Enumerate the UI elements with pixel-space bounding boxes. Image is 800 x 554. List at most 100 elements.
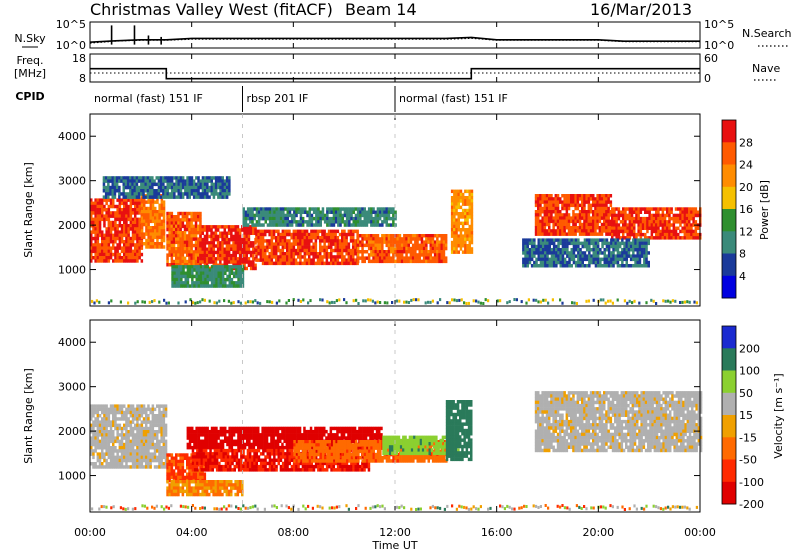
heatmap-cell-8 xyxy=(683,207,687,211)
heatmap-cell-4 xyxy=(338,245,342,250)
heatmap-cell-10 xyxy=(186,179,189,183)
heatmap-cell-11 xyxy=(596,251,600,255)
heatmap-cell-12 xyxy=(253,223,256,227)
heatmap-cell-8 xyxy=(613,216,616,221)
heatmap-cell-9 xyxy=(221,277,225,282)
heatmap-cell-0 xyxy=(118,458,122,463)
heatmap-cell-11 xyxy=(524,264,527,268)
heatmap-cell-7 xyxy=(561,216,564,220)
heatmap-cell-5 xyxy=(425,234,428,238)
heatmap-cell-0 xyxy=(101,230,104,234)
heatmap-cell-11 xyxy=(568,251,571,255)
heatmap-cell-12 xyxy=(282,207,285,211)
heatmap-cell-12 xyxy=(279,216,283,221)
heatmap-cell-9 xyxy=(173,274,176,279)
heatmap-cell-0 xyxy=(114,436,117,440)
heatmap-cell-11 xyxy=(568,254,571,258)
heatmap-cell-1 xyxy=(158,213,161,217)
heatmap-cell-7 xyxy=(592,222,595,227)
heatmap-cell-0 xyxy=(92,449,95,453)
heatmap-cell-12 xyxy=(363,210,366,214)
heatmap-cell-3 xyxy=(210,257,213,261)
heatmap-cell-9 xyxy=(191,277,194,282)
heatmap-cell-0 xyxy=(131,249,135,254)
heatmap-cell-11 xyxy=(544,264,547,268)
heatmap-cell-12 xyxy=(339,210,342,214)
heatmap-cell-6 xyxy=(464,202,467,206)
heatmap-cell-8 xyxy=(635,216,638,221)
heatmap-cell-0 xyxy=(123,243,126,247)
heatmap-cell-4 xyxy=(321,261,324,266)
heatmap-cell-9 xyxy=(195,277,198,282)
heatmap-cell-4 xyxy=(255,239,258,243)
heatmap-cell-3 xyxy=(225,257,229,261)
heatmap-cell-12 xyxy=(385,223,388,227)
heatmap-cell-1 xyxy=(143,235,146,240)
heatmap-cell-11 xyxy=(605,238,609,242)
heatmap-cell-4 xyxy=(259,252,263,256)
heatmap-cell-7 xyxy=(596,222,599,227)
heatmap-cell-5 xyxy=(372,237,375,241)
heatmap-cell-4 xyxy=(338,239,342,243)
heatmap-cell-10 xyxy=(181,179,185,183)
heatmap-cell-5 xyxy=(372,240,375,244)
heatmap-cell-0 xyxy=(116,404,119,408)
heatmap-cell-10 xyxy=(206,192,209,196)
heatmap-cell-9 xyxy=(177,281,181,285)
heatmap-cell-3 xyxy=(238,228,242,232)
heatmap-cell-5 xyxy=(381,240,384,244)
heatmap-cell-4 xyxy=(316,258,320,262)
heatmap-cell-8 xyxy=(628,210,632,214)
heatmap-cell-5 xyxy=(414,237,417,241)
heatmap-cell-0 xyxy=(101,404,104,408)
heatmap-cell-11 xyxy=(607,260,611,265)
heatmap-cell-2 xyxy=(186,243,189,248)
heatmap-cell-2 xyxy=(179,263,182,267)
heatmap-cell-7 xyxy=(554,203,558,208)
heatmap-cell-10 xyxy=(179,182,183,187)
heatmap-cell-2 xyxy=(199,211,202,216)
heatmap-cell-3 xyxy=(230,260,233,264)
heatmap-cell-7 xyxy=(567,222,571,227)
heatmap-cell-11 xyxy=(566,264,569,268)
heatmap-cell-0 xyxy=(125,227,128,231)
heatmap-cell-2 xyxy=(179,259,182,264)
heatmap-cell-3 xyxy=(234,244,237,248)
heatmap-cell-9 xyxy=(177,277,181,282)
heatmap-cell-10 xyxy=(142,189,145,193)
heatmap-cell-11 xyxy=(552,260,556,265)
heatmap-cell-5 xyxy=(389,240,393,244)
heatmap-cell-3 xyxy=(243,237,246,242)
heatmap-cell-8 xyxy=(666,226,669,230)
heatmap-cell-10 xyxy=(201,176,205,180)
heatmap-cell-3 xyxy=(245,250,248,255)
heatmap-cell-0 xyxy=(96,259,100,263)
heatmap-cell-4 xyxy=(343,261,346,266)
heatmap-cell-8 xyxy=(668,226,671,230)
heatmap-cell-0 xyxy=(101,240,104,244)
heatmap-cell-3 xyxy=(227,231,231,235)
heatmap-cell-10 xyxy=(199,195,202,199)
heatmap-cell-8 xyxy=(626,213,629,218)
heatmap-cell-0 xyxy=(120,436,124,440)
heatmap-cell-11 xyxy=(612,257,615,262)
heatmap-cell-12 xyxy=(295,220,298,224)
heatmap-cell-8 xyxy=(648,216,651,221)
heatmap-cell-0 xyxy=(131,420,135,424)
heatmap-cell-7 xyxy=(587,194,591,198)
heatmap-cell-6 xyxy=(461,240,465,245)
heatmap-cell-11 xyxy=(625,238,628,242)
heatmap-cell-5 xyxy=(411,253,415,257)
heatmap-cell-7 xyxy=(605,222,608,227)
heatmap-cell-0 xyxy=(90,214,93,218)
heatmap-cell-0 xyxy=(125,198,128,202)
heatmap-cell-10 xyxy=(102,179,106,183)
heatmap-cell-12 xyxy=(317,220,320,224)
heatmap-cell-3 xyxy=(234,250,237,255)
heatmap-cell-8 xyxy=(672,236,676,240)
heatmap-cell-7 xyxy=(552,206,555,211)
heatmap-cell-5 xyxy=(422,234,426,238)
heatmap-cell-10 xyxy=(113,179,117,183)
heatmap-cell-3 xyxy=(245,234,248,239)
